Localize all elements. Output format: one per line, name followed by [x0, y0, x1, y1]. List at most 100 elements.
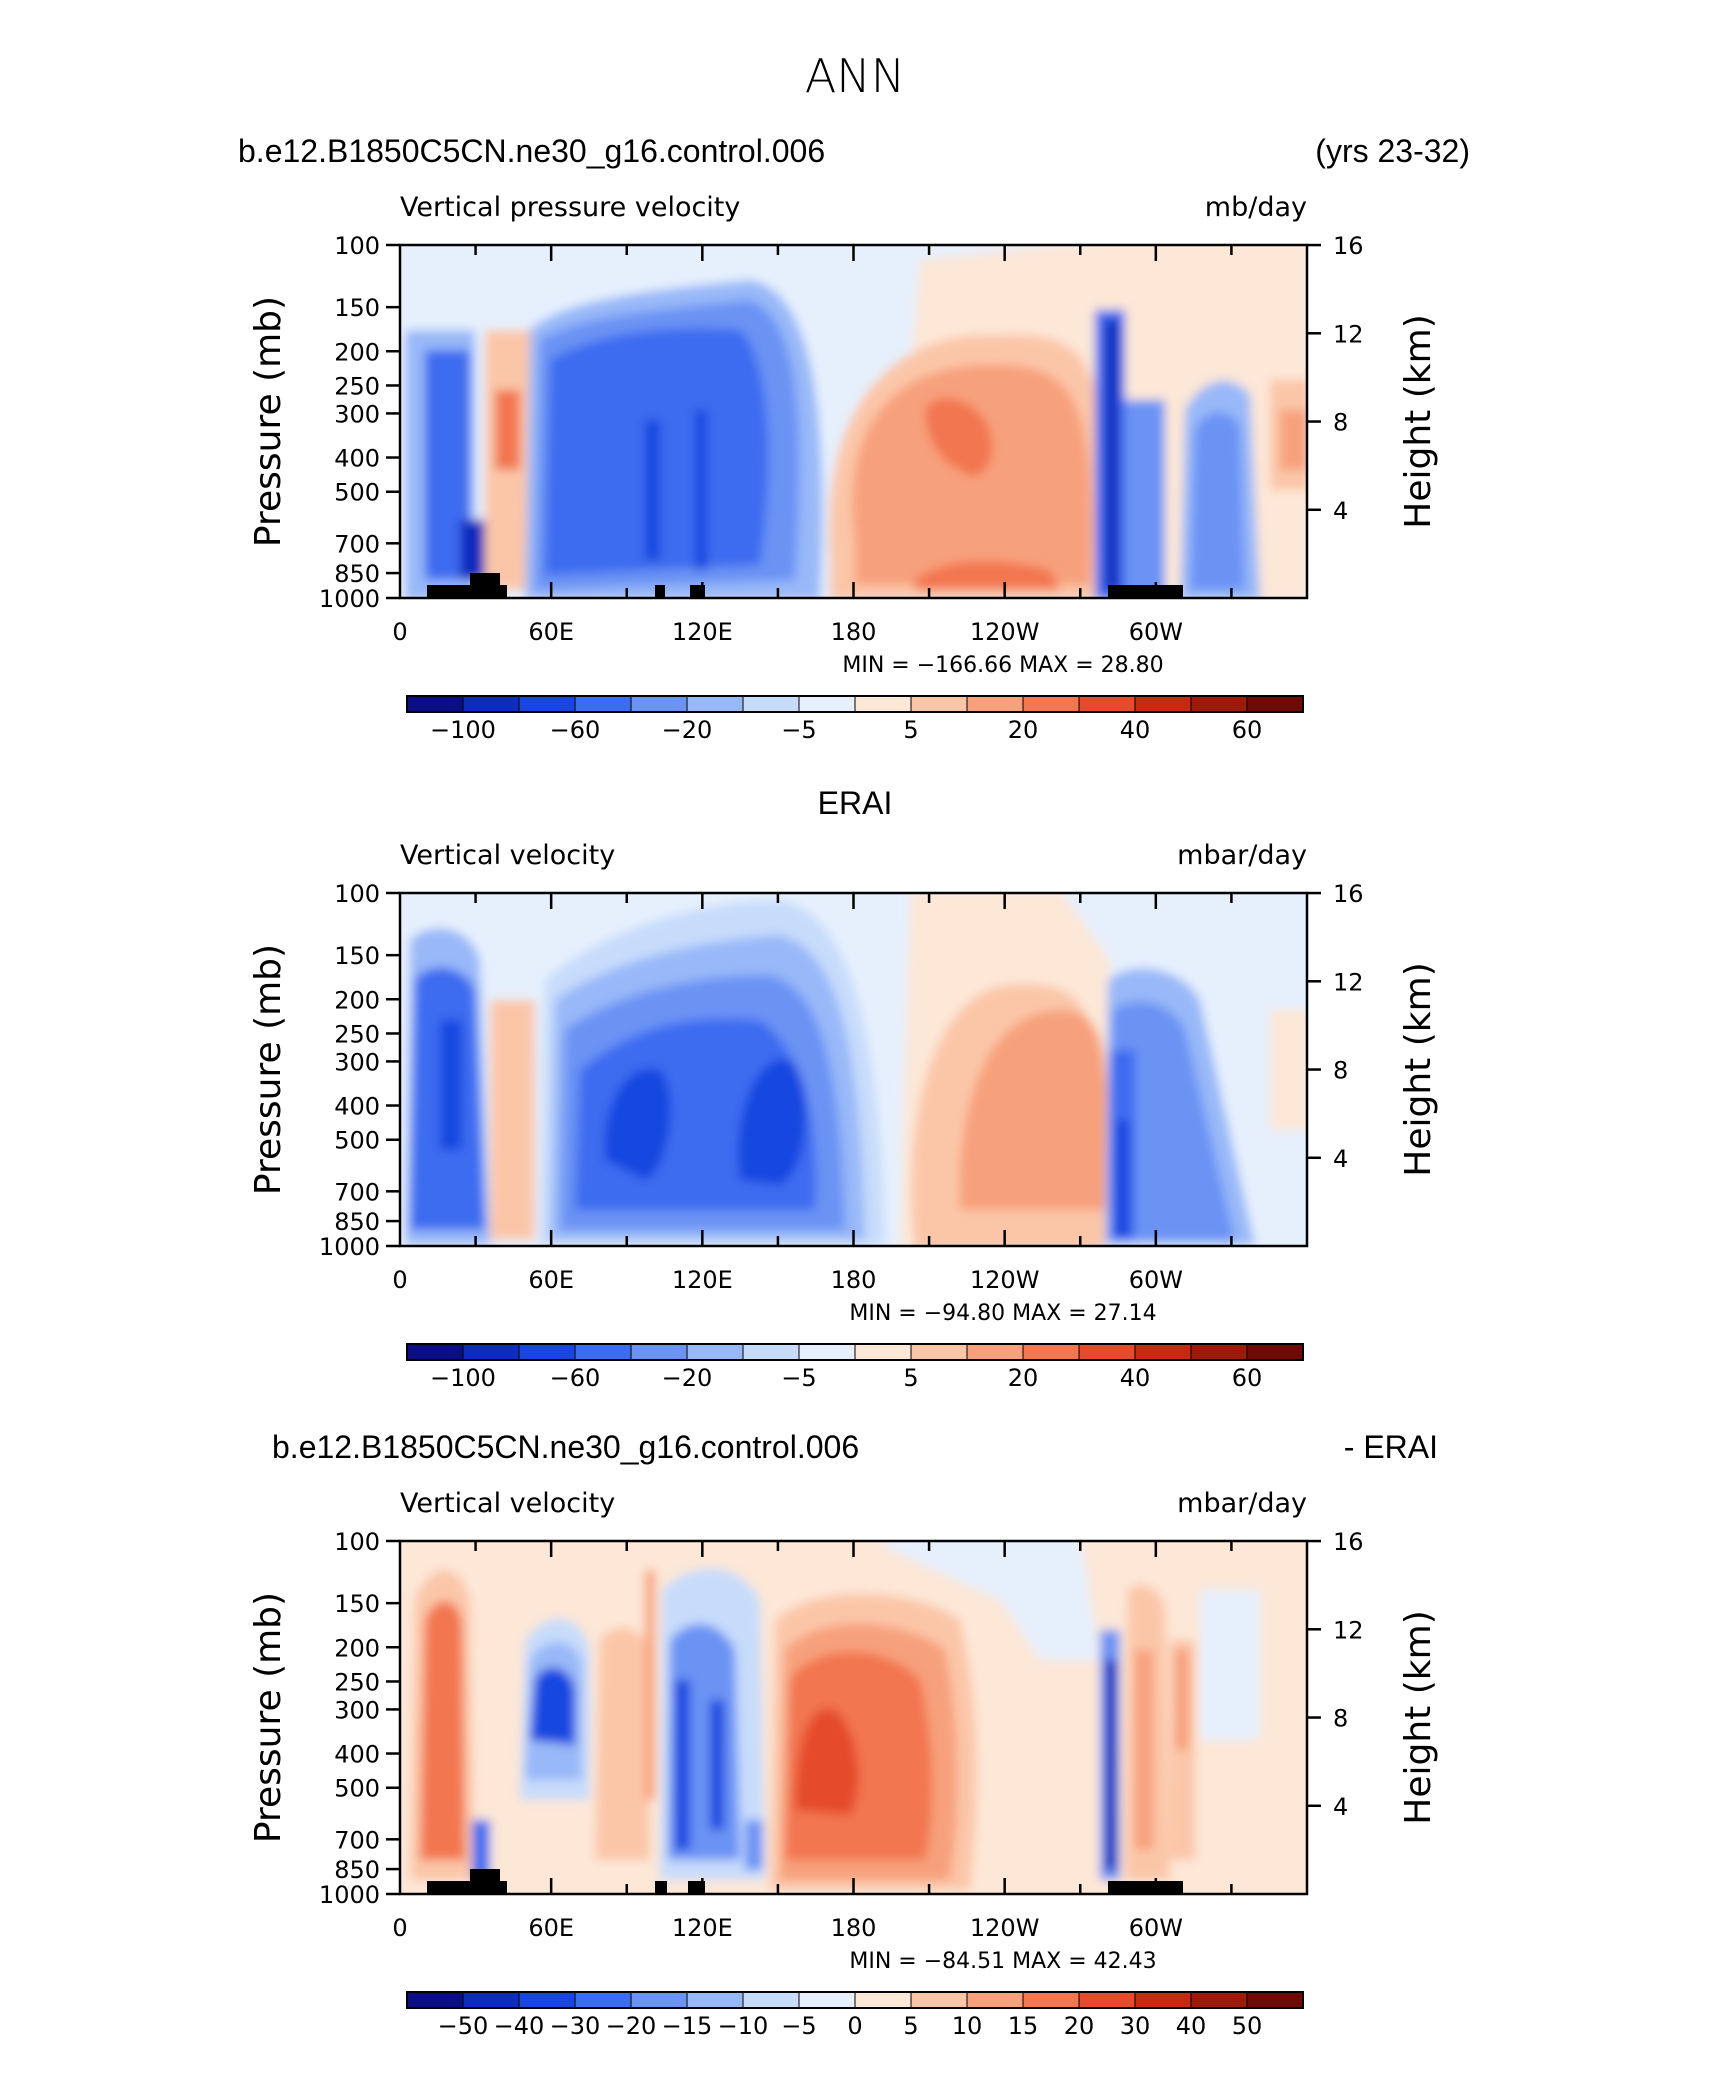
- pressure-tick-label: 400: [334, 1741, 380, 1769]
- y-axis-label-right: Height (km): [1398, 962, 1439, 1176]
- colorbar-swatch: [854, 1991, 912, 2009]
- contour-field: [400, 245, 1307, 598]
- colorbar-swatch: [910, 1343, 968, 1361]
- height-tick-label: 12: [1333, 1616, 1364, 1644]
- colorbar-swatch: [1078, 695, 1136, 713]
- height-tick-label: 16: [1333, 880, 1364, 908]
- colorbar-swatch: [1022, 1991, 1080, 2009]
- colorbar-frame: [406, 695, 1304, 713]
- panel-obs: ERAI Vertical velocity mbar/day: [248, 785, 1439, 1392]
- colorbar-swatch: [1134, 695, 1192, 713]
- colorbar-swatch: [1134, 1343, 1192, 1361]
- colorbar-label: 20: [1008, 716, 1039, 744]
- colorbar-swatch: [966, 695, 1024, 713]
- colorbar-swatch: [574, 1991, 632, 2009]
- colorbar-label: 0: [847, 2012, 862, 2040]
- colorbar-swatch: [462, 695, 520, 713]
- colorbar-label: 50: [1232, 2012, 1263, 2040]
- colorbar-label: 20: [1008, 1364, 1039, 1392]
- colorbar-swatch: [1190, 1991, 1248, 2009]
- colorbar-swatch: [1134, 1991, 1192, 2009]
- colorbar-label: 15: [1008, 2012, 1039, 2040]
- lon-tick-label: 180: [831, 1266, 877, 1294]
- colorbar-label: −20: [662, 716, 713, 744]
- lon-tick-label: 180: [831, 618, 877, 646]
- y-axis-label-right: Height (km): [1398, 314, 1439, 528]
- lon-tick-label: 60E: [528, 618, 574, 646]
- height-tick-label: 4: [1333, 497, 1348, 525]
- pressure-tick-label: 700: [334, 1178, 380, 1206]
- units-label: mb/day: [1205, 192, 1307, 223]
- height-tick-label: 8: [1333, 1705, 1348, 1733]
- colorbar-label: −30: [550, 2012, 601, 2040]
- colorbar: −100 −60 −20 −5 5 20 40 60: [406, 695, 1304, 744]
- colorbar-swatch: [630, 695, 688, 713]
- pressure-tick-label: 500: [334, 1775, 380, 1803]
- panel-title-center: ERAI: [818, 785, 893, 821]
- colorbar-frame: [406, 1991, 1304, 2009]
- lon-tick-label: 0: [392, 1266, 407, 1294]
- colorbar-swatch: [630, 1991, 688, 2009]
- colorbar-swatch: [742, 1343, 800, 1361]
- pressure-tick-label: 300: [334, 1696, 380, 1724]
- pressure-tick-label: 850: [334, 1208, 380, 1236]
- colorbar-label: 10: [952, 2012, 983, 2040]
- colorbar-label: −100: [430, 1364, 496, 1392]
- pressure-tick-label: 100: [334, 880, 380, 908]
- colorbar-label: 30: [1120, 2012, 1151, 2040]
- lon-tick-label: 180: [831, 1914, 877, 1942]
- colorbar-swatch: [686, 695, 744, 713]
- panel-title-left: b.e12.B1850C5CN.ne30_g16.control.006: [272, 1429, 859, 1465]
- lon-tick-label: 60W: [1129, 1266, 1183, 1294]
- y-axis-label-left: Pressure (mb): [248, 296, 289, 547]
- pressure-tick-label: 100: [334, 232, 380, 260]
- lon-tick-label: 60E: [528, 1914, 574, 1942]
- colorbar-label: −20: [662, 1364, 713, 1392]
- colorbar-swatch: [854, 1343, 912, 1361]
- height-tick-label: 12: [1333, 968, 1364, 996]
- pressure-tick-label: 400: [334, 445, 380, 473]
- height-tick-label: 16: [1333, 232, 1364, 260]
- colorbar-swatch: [406, 1343, 464, 1361]
- colorbar-label: −60: [550, 716, 601, 744]
- pressure-tick-label: 150: [334, 294, 380, 322]
- colorbar-swatch: [462, 1343, 520, 1361]
- height-tick-label: 4: [1333, 1793, 1348, 1821]
- height-tick-label: 4: [1333, 1145, 1348, 1173]
- colorbar: −50 −40 −30 −20 −15 −10 −5 0 5 10 15 20 30 40 50: [406, 1991, 1304, 2040]
- colorbar-swatch: [1246, 1991, 1304, 2009]
- colorbar-swatch: [518, 1343, 576, 1361]
- pressure-tick-label: 850: [334, 560, 380, 588]
- pressure-tick-label: 200: [334, 986, 380, 1014]
- height-tick-label: 16: [1333, 1528, 1364, 1556]
- pressure-tick-label: 1000: [319, 1233, 380, 1261]
- units-label: mbar/day: [1177, 840, 1307, 871]
- colorbar-swatch: [1246, 1343, 1304, 1361]
- colorbar: −100 −60 −20 −5 5 20 40 60: [406, 1343, 1304, 1392]
- y-axis-label-left: Pressure (mb): [248, 1592, 289, 1843]
- colorbar-swatch: [1190, 1343, 1248, 1361]
- colorbar-label: −5: [781, 2012, 816, 2040]
- colorbar-swatch: [798, 1991, 856, 2009]
- lon-tick-label: 60W: [1129, 618, 1183, 646]
- colorbar-swatch: [798, 1343, 856, 1361]
- pressure-tick-label: 150: [334, 942, 380, 970]
- pressure-tick-label: 1000: [319, 585, 380, 613]
- colorbar-swatch: [406, 695, 464, 713]
- colorbar-label: −20: [606, 2012, 657, 2040]
- colorbar-swatch: [518, 1991, 576, 2009]
- colorbar-swatch: [854, 695, 912, 713]
- lon-tick-label: 0: [392, 618, 407, 646]
- pressure-tick-label: 400: [334, 1093, 380, 1121]
- stats-label: MIN = −84.51 MAX = 42.43: [849, 1949, 1156, 1974]
- pressure-tick-label: 1000: [319, 1881, 380, 1909]
- pressure-tick-label: 500: [334, 479, 380, 507]
- pressure-tick-label: 700: [334, 530, 380, 558]
- variable-label: Vertical velocity: [400, 1488, 615, 1519]
- colorbar-label: 40: [1120, 1364, 1151, 1392]
- stats-label: MIN = −166.66 MAX = 28.80: [842, 653, 1163, 678]
- colorbar-swatch: [966, 1991, 1024, 2009]
- panel-title-left: b.e12.B1850C5CN.ne30_g16.control.006: [238, 133, 825, 169]
- colorbar-swatch: [574, 695, 632, 713]
